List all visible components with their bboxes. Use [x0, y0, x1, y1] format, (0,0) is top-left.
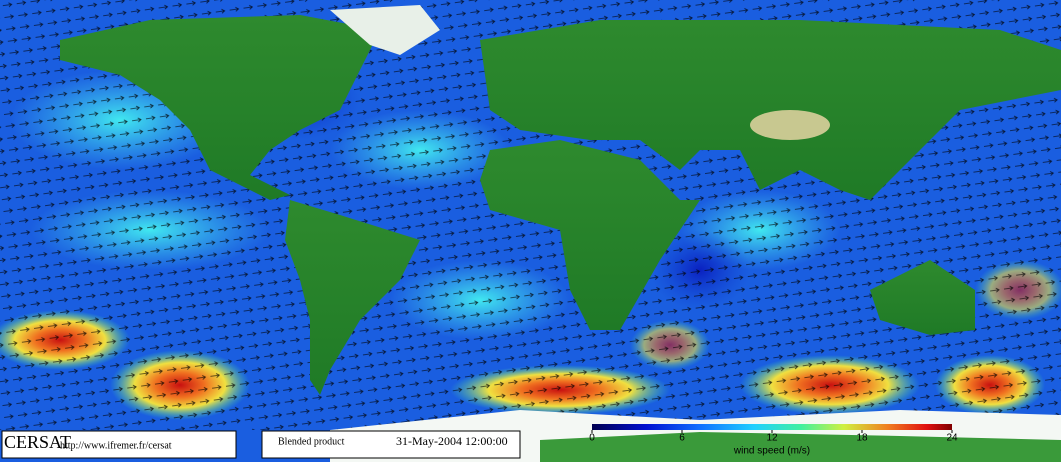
antarctica-highland — [540, 432, 1061, 462]
url: http://www.ifremer.fr/cersat — [60, 440, 172, 451]
colorbar-tick-label: 6 — [679, 433, 685, 444]
logo-box — [1, 430, 237, 459]
continents — [60, 5, 1061, 462]
tibet — [750, 110, 830, 140]
product: Blended product — [278, 436, 345, 447]
colorbar-tick-label: 18 — [856, 433, 868, 444]
south-america — [285, 200, 420, 395]
footer: CERSAT http://www.ifremer.fr/cersat Blen… — [0, 424, 952, 462]
colorbar-tick-label: 12 — [766, 433, 778, 444]
australia — [870, 260, 975, 335]
colorbar-label: wind speed (m/s) — [733, 446, 810, 457]
colorbar-tick-label: 0 — [589, 433, 595, 444]
date: 31-May-2004 12:00:00 — [396, 434, 508, 448]
eurasia — [480, 20, 1061, 200]
africa — [480, 140, 700, 330]
greenland — [330, 5, 440, 55]
product-box — [261, 430, 521, 459]
logo: CERSAT — [4, 432, 71, 452]
colorbar-tick-label: 24 — [946, 433, 958, 444]
colorbar — [592, 424, 952, 430]
north-america — [60, 15, 380, 200]
